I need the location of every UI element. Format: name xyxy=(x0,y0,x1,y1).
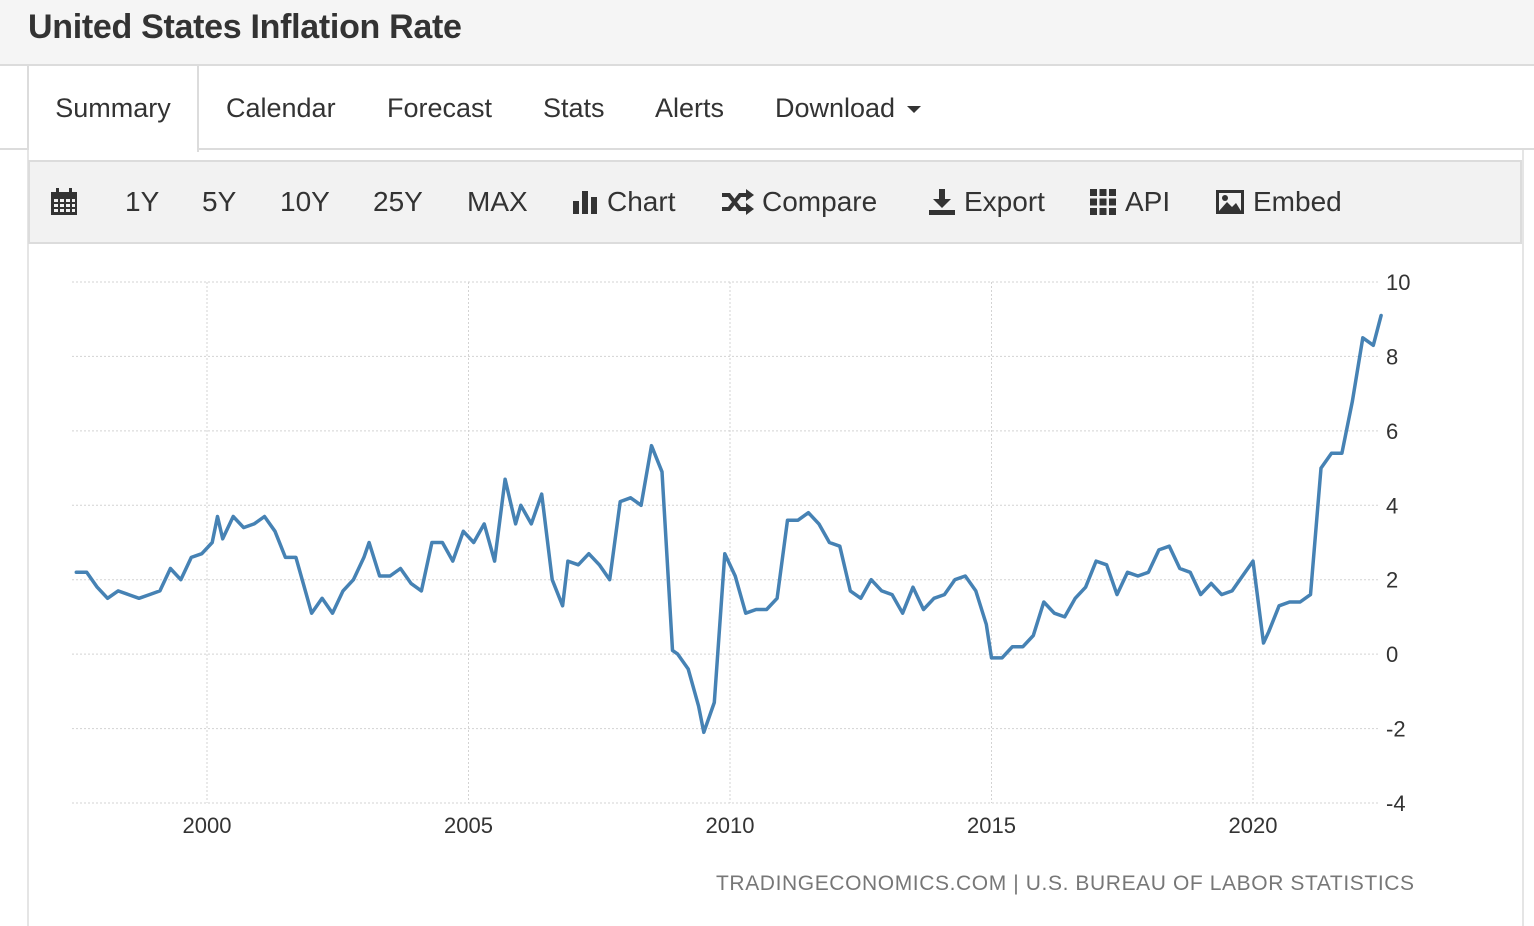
range-10y-button[interactable]: 10Y xyxy=(280,186,330,217)
grid-icon xyxy=(1090,189,1116,215)
y-tick-label: 10 xyxy=(1386,270,1410,295)
chart-type-button[interactable]: Chart xyxy=(571,162,675,242)
api-label: API xyxy=(1125,186,1171,217)
bar-chart-icon xyxy=(573,191,597,214)
x-tick-label: 2000 xyxy=(183,813,232,838)
y-tick-label: -2 xyxy=(1386,717,1406,742)
y-tick-label: 6 xyxy=(1386,419,1398,444)
tab-bar: Summary Calendar Forecast Stats Alerts D… xyxy=(0,66,1534,152)
caret-down-icon xyxy=(907,106,922,114)
title-bar: United States Inflation Rate xyxy=(0,0,1534,66)
x-tick-label: 2010 xyxy=(706,813,755,838)
x-tick-label: 2015 xyxy=(967,813,1016,838)
tab-summary[interactable]: Summary xyxy=(27,66,199,152)
download-icon xyxy=(929,189,955,215)
export-label: Export xyxy=(964,186,1045,217)
x-tick-label: 2020 xyxy=(1229,813,1278,838)
api-button[interactable]: API xyxy=(1089,162,1170,242)
inflation-series-line xyxy=(74,313,1383,735)
embed-button[interactable]: Embed xyxy=(1215,162,1342,242)
export-button[interactable]: Export xyxy=(928,162,1045,242)
y-tick-label: 2 xyxy=(1386,568,1398,593)
embed-label: Embed xyxy=(1253,186,1342,217)
compare-button[interactable]: Compare xyxy=(720,162,877,242)
tab-alerts[interactable]: Alerts xyxy=(655,93,725,123)
range-1y-button[interactable]: 1Y xyxy=(125,186,160,217)
shuffle-icon xyxy=(722,189,754,215)
range-5y-button[interactable]: 5Y xyxy=(202,186,237,217)
y-tick-label: -4 xyxy=(1386,791,1406,816)
x-tick-label: 2005 xyxy=(444,813,493,838)
y-tick-label: 0 xyxy=(1386,642,1398,667)
image-icon xyxy=(1216,190,1244,214)
tab-download-label: Download xyxy=(775,93,896,123)
tab-stats[interactable]: Stats xyxy=(543,93,605,123)
range-max-button[interactable]: MAX xyxy=(467,186,528,217)
calendar-icon xyxy=(51,188,77,215)
tab-forecast[interactable]: Forecast xyxy=(387,93,493,123)
chart-type-label: Chart xyxy=(607,186,676,217)
range-25y-button[interactable]: 25Y xyxy=(373,186,423,217)
chart-panel xyxy=(27,150,1524,926)
chart-toolbar: 1Y 5Y 10Y 25Y MAX Chart Compare Export xyxy=(28,160,1522,244)
compare-label: Compare xyxy=(762,186,878,217)
calendar-button[interactable] xyxy=(50,162,86,242)
tab-calendar[interactable]: Calendar xyxy=(226,93,336,123)
y-tick-label: 8 xyxy=(1386,344,1398,369)
y-tick-label: 4 xyxy=(1386,493,1398,518)
page-title: United States Inflation Rate xyxy=(28,8,462,46)
tab-download[interactable]: Download xyxy=(775,66,922,150)
chart-source: TRADINGECONOMICS.COM | U.S. BUREAU OF LA… xyxy=(716,872,1415,895)
